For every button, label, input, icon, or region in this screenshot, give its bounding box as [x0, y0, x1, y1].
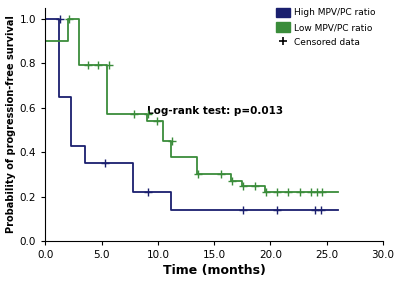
Point — [57, 16, 63, 21]
Point — [102, 161, 108, 166]
Point — [274, 208, 280, 212]
Point — [218, 172, 224, 177]
Point — [296, 190, 303, 194]
Point — [252, 183, 258, 188]
Legend: High MPV/PC ratio, Low MPV/PC ratio, Censored data: High MPV/PC ratio, Low MPV/PC ratio, Cen… — [274, 5, 378, 50]
Point — [154, 119, 160, 123]
Point — [195, 172, 202, 177]
Point — [263, 190, 269, 194]
Point — [308, 190, 314, 194]
Point — [313, 190, 320, 194]
Point — [285, 190, 292, 194]
Point — [319, 190, 325, 194]
Point — [240, 183, 246, 188]
Point — [131, 112, 137, 117]
Point — [318, 208, 324, 212]
Point — [106, 63, 113, 68]
Text: Log-rank test: p=0.013: Log-rank test: p=0.013 — [146, 106, 283, 116]
Point — [229, 179, 235, 183]
Point — [95, 63, 101, 68]
Point — [240, 208, 246, 212]
Point — [274, 190, 280, 194]
X-axis label: Time (months): Time (months) — [163, 264, 266, 277]
Point — [312, 208, 319, 212]
Point — [169, 139, 176, 143]
Point — [66, 16, 72, 21]
Point — [85, 63, 91, 68]
Point — [144, 112, 151, 117]
Point — [144, 190, 151, 194]
Y-axis label: Probability of progression-free survival: Probability of progression-free survival — [6, 16, 16, 233]
